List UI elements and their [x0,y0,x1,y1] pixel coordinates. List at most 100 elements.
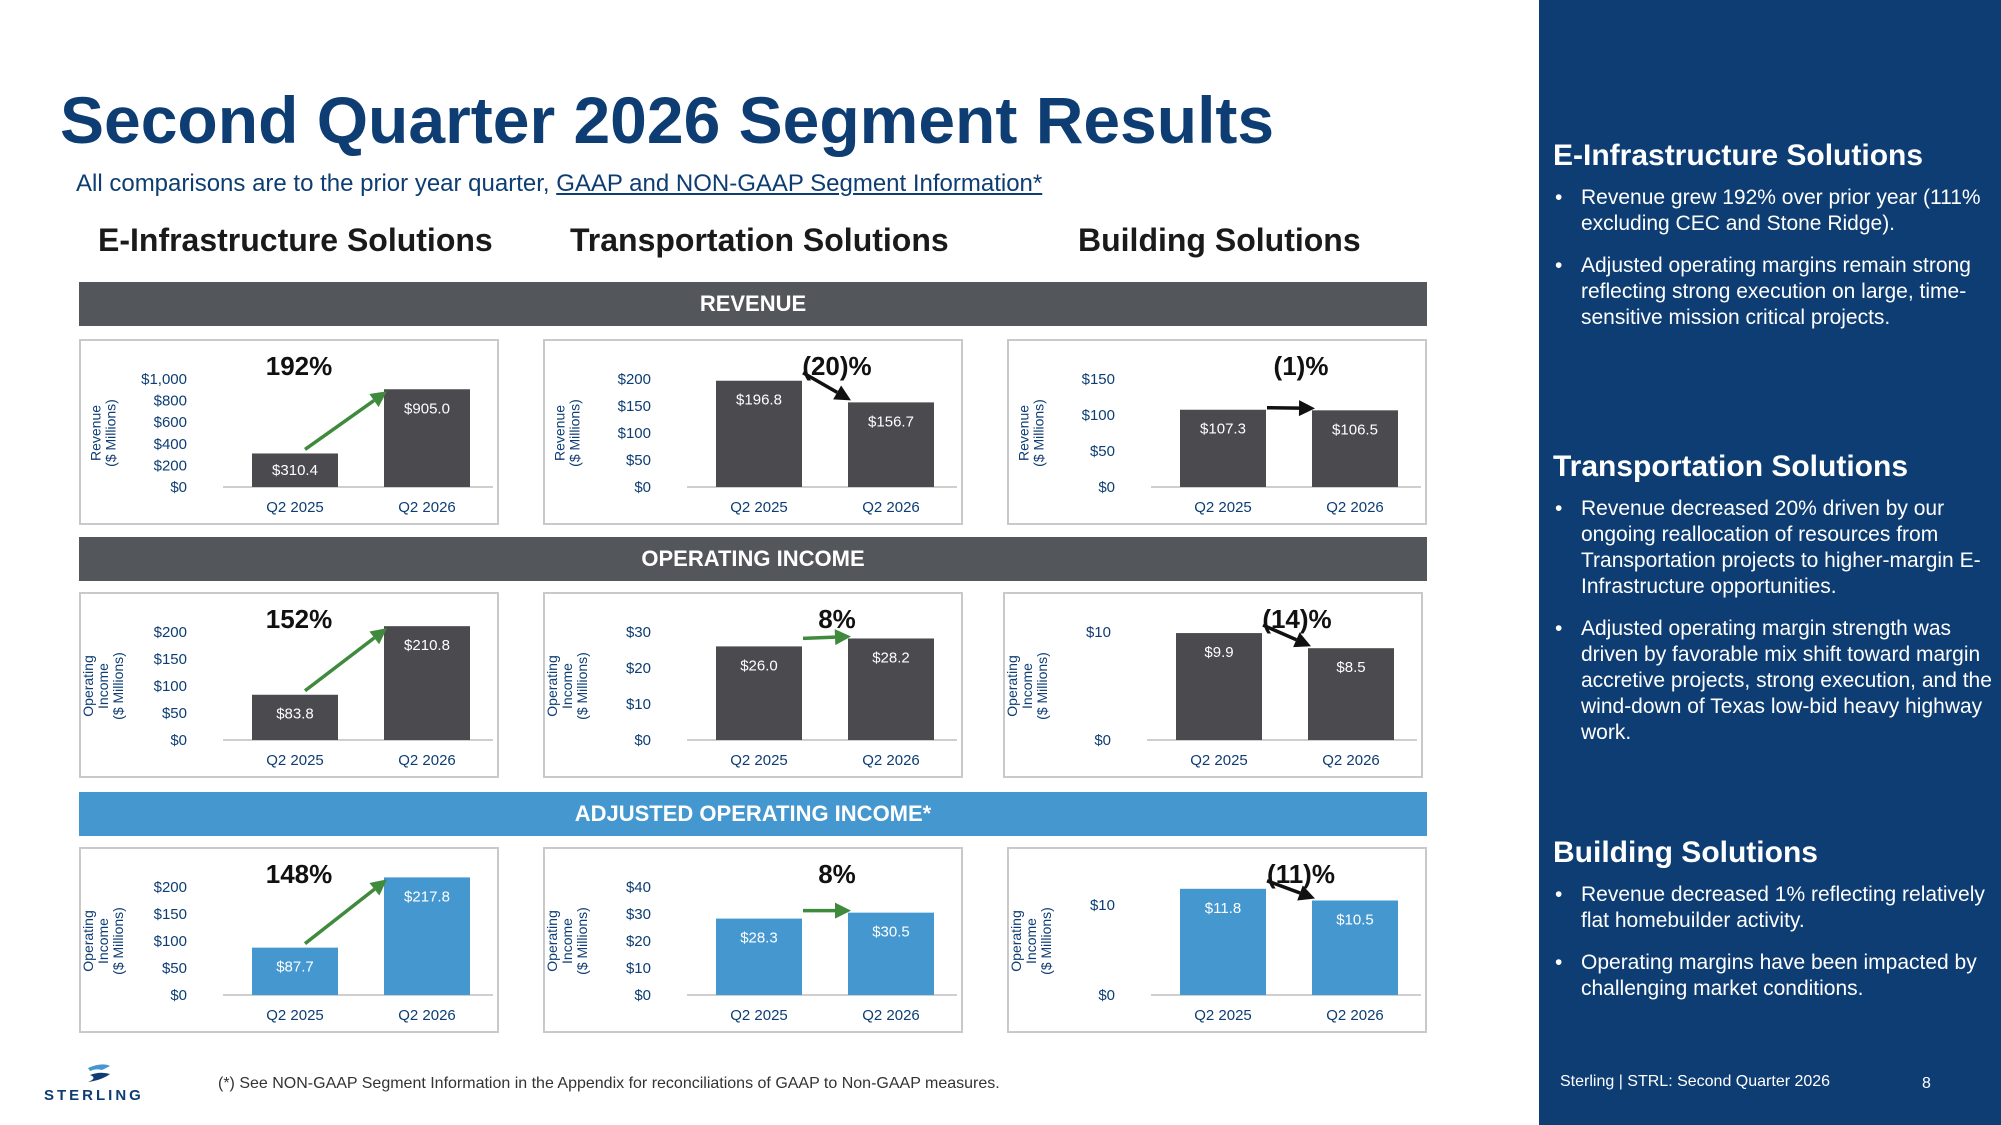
bar [384,877,470,995]
y-tick-label: $100 [1082,407,1115,424]
y-axis-title-line: Income [559,663,575,709]
x-tick-label: Q2 2025 [730,499,788,516]
y-axis-title-line: Income [95,663,111,709]
bar [1180,409,1266,487]
bar-value-label: $107.3 [1200,421,1246,438]
y-axis-title: Revenue ($ Millions) [1016,399,1047,467]
percent-change-label: 192% [266,351,333,381]
x-tick-label: Q2 2025 [730,752,788,769]
y-axis-title-line: Operating [545,655,560,716]
trend-arrow-head [1298,400,1315,417]
y-tick-label: $0 [170,479,187,496]
y-tick-label: $10 [1090,897,1115,914]
y-axis-title-line: Revenue [1016,405,1032,461]
trend-arrow-head [369,628,387,645]
bar [1312,900,1398,995]
y-tick-label: $50 [1090,443,1115,460]
sterling-logo: STERLING [44,1062,154,1104]
y-axis-title-line: Revenue [552,405,568,461]
y-tick-label: $20 [626,660,651,677]
percent-change-label: (20)% [802,351,871,381]
x-tick-label: Q2 2026 [398,752,456,769]
band-operating-income: OPERATING INCOME [79,537,1427,581]
y-axis-title: Operating Income ($ Millions) [1009,907,1054,975]
x-tick-label: Q2 2026 [862,752,920,769]
y-tick-label: $50 [162,705,187,722]
x-tick-label: Q2 2025 [1194,499,1252,516]
y-tick-label: $10 [1086,624,1111,641]
bar-chart: Revenue ($ Millions) $0 $50 $100 $150 $200 $196… [552,351,957,516]
bar-chart: Revenue ($ Millions) $0 $200 $400 $600 $800 $1,… [88,351,493,516]
x-tick-label: Q2 2025 [266,1007,324,1024]
bar [848,638,934,740]
bar-value-label: $106.5 [1332,421,1378,438]
segment-heading-e-infrastructure: E-Infrastructure Solutions [98,222,493,258]
trend-arrow-head [369,391,387,408]
percent-change-label: 8% [818,604,856,634]
sidebar-bullet: Revenue grew 192% over prior year (111% … [1553,185,1993,237]
x-tick-label: Q2 2025 [1194,1007,1252,1024]
bar-chart: Operating Income ($ Millions) $0 $10 $11.8 Q2 … [1009,859,1421,1024]
y-tick-label: $0 [170,987,187,1004]
trend-arrow-shaft [303,636,376,693]
bar-value-label: $83.8 [276,706,314,723]
bar-chart: Operating Income ($ Millions) $0 $50 $100 $150… [81,604,493,769]
bar [1180,888,1266,995]
page-subtitle: All comparisons are to the prior year qu… [76,170,1042,198]
y-axis-title-line: Income [1019,663,1035,709]
y-tick-label: $10 [626,960,651,977]
bar [252,453,338,487]
bar-value-label: $196.8 [736,392,782,409]
x-tick-label: Q2 2026 [398,499,456,516]
trend-arrow-shaft [303,887,376,946]
bar-value-label: $310.4 [272,462,318,479]
x-tick-label: Q2 2026 [1322,752,1380,769]
y-tick-label: $200 [154,879,187,896]
sidebar-footer: Sterling | STRL: Second Quarter 2026 [1560,1073,1831,1090]
trend-arrow-shaft [303,399,375,451]
bar-value-label: $8.5 [1336,659,1365,676]
y-tick-label: $200 [618,371,651,388]
trend-arrow-head [834,902,851,919]
y-axis-title-line: Operating [1009,910,1024,971]
footnote: (*) See NON-GAAP Segment Information in … [218,1075,1000,1092]
subtitle-text: All comparisons are to the prior year qu… [76,170,557,197]
sidebar: E-Infrastructure Solutions Revenue grew … [1539,0,2001,1125]
chart-panel-e-infra-adjusted-operating-income: Operating Income ($ Millions) $0 $50 $100 $150… [79,847,499,1033]
y-tick-label: $0 [170,732,187,749]
trend-arrow-head [834,629,851,646]
bar-value-label: $30.5 [872,924,910,941]
y-tick-label: $600 [154,414,187,431]
chart-panel-e-infra-revenue: Revenue ($ Millions) $0 $200 $400 $600 $800 $1,… [79,339,499,525]
x-tick-label: Q2 2025 [266,752,324,769]
bar [252,947,338,995]
trend-arrow-shaft [1266,879,1301,895]
chart-panel-building-operating-income: Operating Income ($ Millions) $0 $10 $9.9 Q2 2… [1003,592,1423,778]
x-tick-label: Q2 2025 [730,1007,788,1024]
y-axis-title: Revenue ($ Millions) [88,399,119,467]
y-axis-title-line: Income [1023,918,1039,964]
percent-change-label: (1)% [1274,351,1329,381]
bar [384,626,470,740]
segment-info-link[interactable]: GAAP and NON-GAAP Segment Information* [556,170,1043,197]
y-axis-title: Operating Income ($ Millions) [81,907,126,975]
x-tick-label: Q2 2025 [266,499,324,516]
y-tick-label: $150 [154,906,187,923]
y-axis-title: Operating Income ($ Millions) [81,652,126,720]
percent-change-label: 148% [266,859,333,889]
y-tick-label: $100 [154,933,187,950]
y-axis-title-line: ($ Millions) [567,399,583,467]
trend-arrow-shaft [802,371,839,394]
y-tick-label: $0 [634,732,651,749]
y-tick-label: $1,000 [141,371,187,388]
y-tick-label: $0 [1098,987,1115,1004]
y-tick-label: $50 [626,452,651,469]
y-tick-label: $200 [154,457,187,474]
y-tick-label: $200 [154,624,187,641]
y-axis-title-line: ($ Millions) [1038,907,1054,975]
y-tick-label: $40 [626,879,651,896]
chart-panel-transportation-adjusted-operating-income: Operating Income ($ Millions) $0 $10 $20 $30 $4… [543,847,963,1033]
page-number: 8 [1922,1075,1931,1092]
y-axis-title-line: ($ Millions) [1031,399,1047,467]
y-axis-title: Operating Income ($ Millions) [545,652,590,720]
